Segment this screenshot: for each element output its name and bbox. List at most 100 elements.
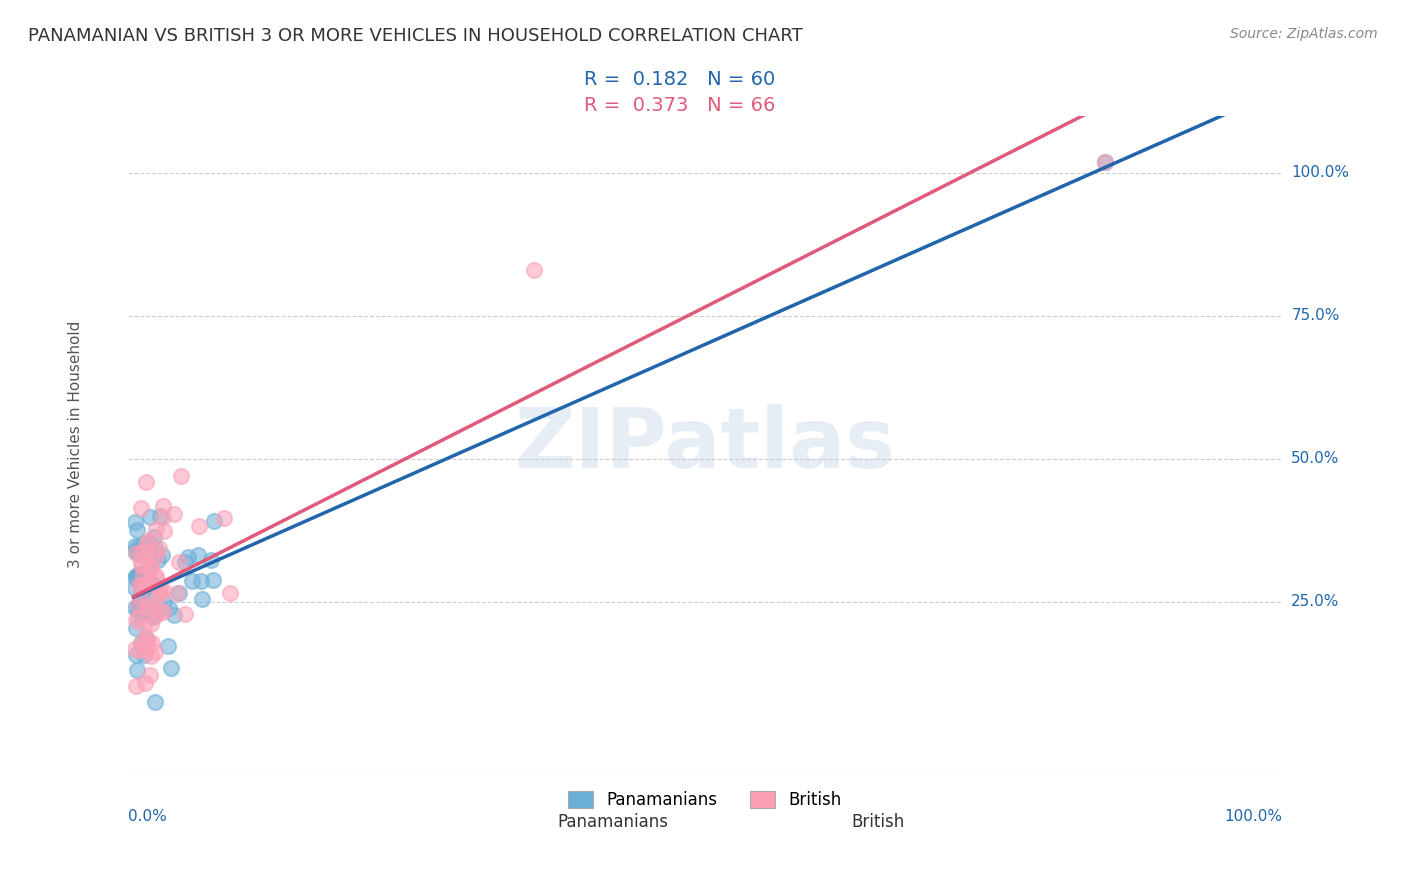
Point — [141, 636, 163, 650]
Point — [1094, 154, 1116, 169]
Point — [156, 639, 179, 653]
Point — [128, 578, 150, 592]
Point — [157, 601, 180, 615]
Point — [174, 555, 197, 569]
Point — [124, 648, 146, 663]
Point — [131, 635, 153, 649]
Point — [149, 587, 172, 601]
Point — [138, 602, 160, 616]
Point — [138, 575, 160, 590]
Point — [135, 631, 157, 645]
Text: PANAMANIAN VS BRITISH 3 OR MORE VEHICLES IN HOUSEHOLD CORRELATION CHART: PANAMANIAN VS BRITISH 3 OR MORE VEHICLES… — [28, 27, 803, 45]
Point — [139, 564, 162, 578]
Text: 100.0%: 100.0% — [1225, 809, 1282, 824]
Point — [139, 588, 162, 602]
Text: 3 or more Vehicles in Household: 3 or more Vehicles in Household — [69, 321, 83, 568]
Point — [128, 598, 150, 612]
Point — [143, 608, 166, 623]
Point — [127, 568, 149, 582]
Point — [135, 599, 157, 614]
Point — [125, 613, 148, 627]
Point — [143, 580, 166, 594]
Point — [139, 616, 162, 631]
Point — [127, 547, 149, 561]
Point — [129, 607, 152, 621]
Point — [127, 599, 149, 613]
Point — [148, 553, 170, 567]
Point — [129, 556, 152, 570]
Point — [191, 592, 214, 607]
Point — [139, 510, 162, 524]
Point — [162, 507, 184, 521]
Point — [135, 577, 157, 591]
Point — [139, 649, 162, 664]
Point — [160, 661, 183, 675]
Text: 50.0%: 50.0% — [1291, 451, 1340, 467]
Point — [150, 548, 173, 562]
Point — [139, 668, 162, 682]
Point — [169, 585, 191, 599]
Point — [190, 574, 212, 588]
Point — [145, 549, 167, 563]
Point — [142, 601, 165, 615]
Point — [131, 604, 153, 618]
Point — [138, 599, 160, 613]
Point — [143, 541, 166, 555]
Point — [135, 475, 157, 490]
Point — [132, 545, 155, 559]
Text: 25.0%: 25.0% — [1291, 594, 1340, 609]
Text: British: British — [852, 813, 904, 830]
Point — [145, 523, 167, 537]
Point — [143, 542, 166, 557]
Point — [152, 583, 174, 598]
Point — [152, 499, 174, 513]
Point — [135, 551, 157, 566]
Point — [135, 644, 157, 658]
Point — [149, 605, 172, 619]
Point — [131, 636, 153, 650]
Text: R =  0.373   N = 66: R = 0.373 N = 66 — [583, 96, 775, 115]
Point — [124, 600, 146, 615]
Point — [135, 639, 157, 653]
Point — [125, 546, 148, 560]
Point — [131, 592, 153, 607]
Point — [202, 574, 225, 588]
Text: 100.0%: 100.0% — [1291, 165, 1350, 180]
Point — [127, 540, 149, 554]
Point — [128, 643, 150, 657]
Point — [127, 569, 149, 583]
Point — [134, 648, 156, 662]
Text: Panamanians: Panamanians — [557, 813, 668, 830]
Point — [131, 578, 153, 592]
Point — [143, 608, 166, 623]
Point — [138, 634, 160, 648]
Point — [169, 555, 191, 569]
Point — [124, 539, 146, 553]
Point — [134, 578, 156, 592]
Point — [187, 548, 209, 562]
Point — [141, 610, 163, 624]
Point — [125, 568, 148, 582]
Point — [202, 514, 225, 528]
Point — [135, 632, 157, 646]
Point — [136, 564, 159, 578]
Point — [132, 568, 155, 582]
Point — [152, 509, 174, 524]
Point — [135, 535, 157, 549]
Point — [134, 676, 156, 690]
Point — [180, 574, 202, 589]
Text: ZIPatlas: ZIPatlas — [515, 404, 896, 485]
Point — [153, 524, 176, 539]
Point — [163, 608, 186, 623]
Point — [124, 515, 146, 529]
Point — [200, 552, 222, 566]
Point — [124, 570, 146, 584]
Point — [125, 621, 148, 635]
Point — [177, 550, 200, 565]
Point — [522, 263, 544, 277]
Text: 0.0%: 0.0% — [128, 809, 166, 824]
Point — [143, 695, 166, 709]
Point — [145, 569, 167, 583]
Point — [152, 595, 174, 609]
Point — [127, 610, 149, 624]
